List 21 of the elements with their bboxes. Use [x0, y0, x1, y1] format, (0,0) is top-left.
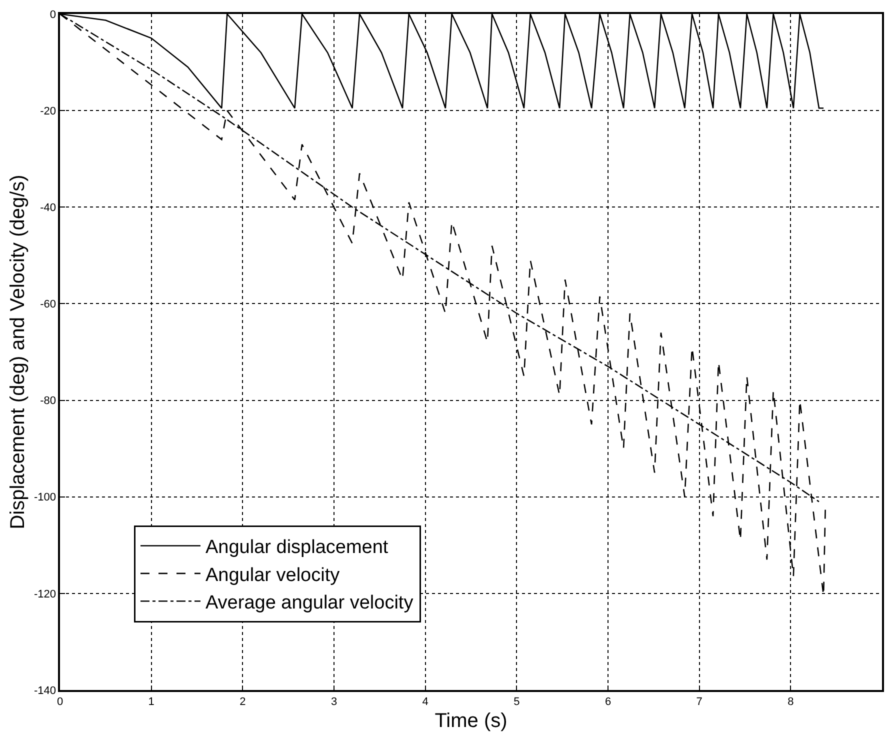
x-tick-label: 6	[604, 696, 612, 708]
x-tick-label: 4	[422, 696, 428, 708]
y-tick-label: -140	[34, 684, 56, 697]
x-tick-label: 2	[240, 696, 246, 708]
y-tick-label: -100	[34, 492, 56, 504]
legend-label: Average angular velocity	[205, 592, 414, 614]
x-tick-label: 7	[696, 696, 702, 708]
legend-label: Angular displacement	[205, 537, 389, 558]
y-tick-label: 0	[50, 8, 56, 21]
x-axis-title: Time (s)	[434, 710, 508, 732]
x-tick-label: 5	[514, 696, 520, 708]
legend-label: Angular velocity	[205, 564, 340, 586]
y-tick-label: -40	[40, 202, 56, 214]
y-tick-label: -80	[40, 395, 56, 408]
x-tick-label: 8	[788, 696, 794, 708]
y-tick-label: -60	[40, 298, 56, 311]
y-axis-title: Displacement (deg) and Velocity (deg/s)	[7, 174, 30, 530]
x-tick-label: 3	[330, 696, 338, 708]
y-tick-label: -20	[40, 105, 56, 118]
y-tick-label: -120	[34, 588, 56, 600]
x-tick-label: 1	[148, 696, 154, 708]
